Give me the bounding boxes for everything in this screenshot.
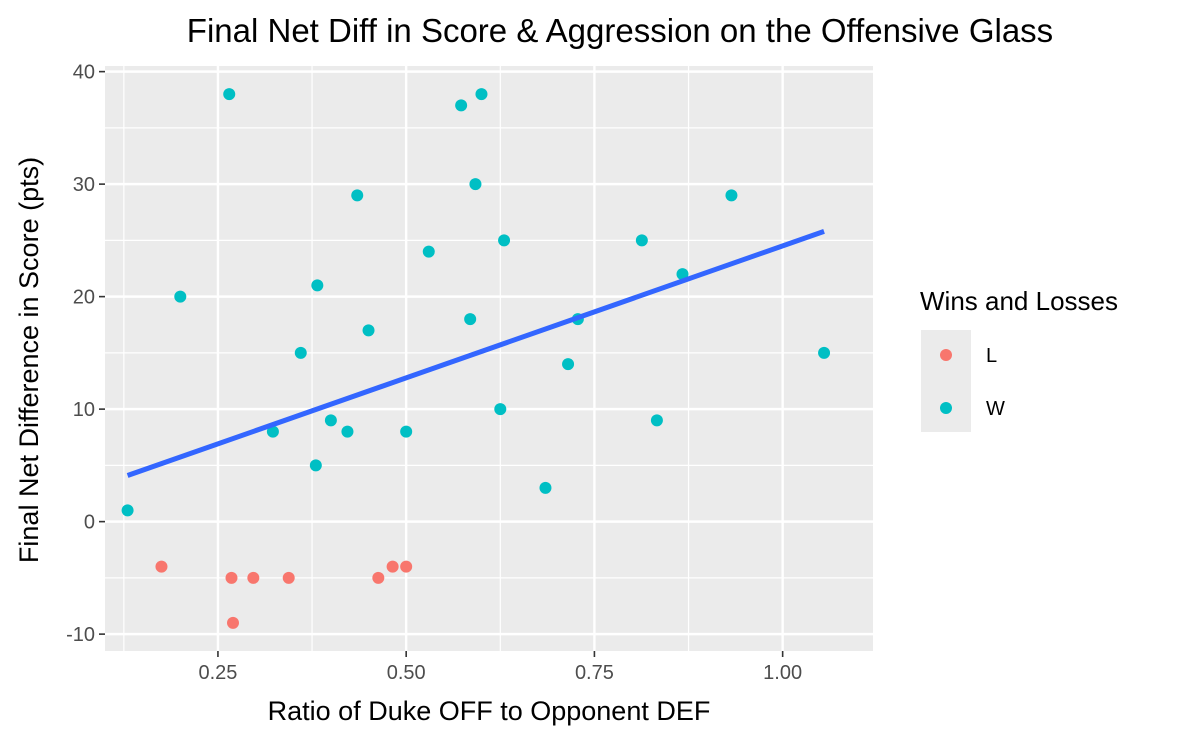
x-axis-title: Ratio of Duke OFF to Opponent DEF (268, 696, 711, 726)
legend-key-l (940, 349, 952, 361)
data-point-w (676, 268, 689, 281)
major-gridlines (105, 66, 873, 651)
data-point-w (422, 245, 435, 258)
data-point-w (309, 459, 322, 472)
x-tick-label: 0.75 (575, 662, 614, 684)
x-tick-label: 0.50 (387, 662, 426, 684)
data-point-w (400, 425, 413, 438)
legend-entries: LW (940, 345, 1005, 420)
data-point-w (498, 234, 511, 247)
data-point-w (635, 234, 648, 247)
data-point-w (223, 88, 236, 101)
y-tick-label: 40 (73, 62, 95, 84)
data-point-w (351, 189, 364, 202)
data-point-l (155, 560, 168, 573)
data-point-w (562, 358, 575, 371)
y-axis-title: Final Net Difference in Score (pts) (14, 157, 44, 563)
data-point-l (386, 560, 399, 573)
y-tick-label: 10 (73, 399, 95, 421)
data-point-l (400, 560, 413, 573)
legend-key-w (940, 402, 952, 414)
data-point-w (725, 189, 738, 202)
data-point-w (121, 504, 134, 517)
data-point-w (362, 324, 375, 337)
data-point-l (372, 571, 385, 584)
data-point-w (341, 425, 354, 438)
legend-label-l: L (986, 345, 997, 367)
data-point-w (818, 346, 831, 359)
axis-tick-labels: 0.25 0.50 0.75 1.00 -10 0 10 20 30 40 (66, 62, 802, 684)
axis-ticks (99, 70, 784, 657)
data-point-w (469, 178, 482, 191)
legend: Wins and Losses LW (920, 286, 1118, 432)
y-tick-label: 0 (84, 512, 95, 534)
data-point-w (311, 279, 324, 292)
data-point-w (650, 414, 663, 427)
data-point-w (266, 425, 279, 438)
y-tick-label: -10 (66, 624, 95, 646)
legend-label-w: W (986, 398, 1005, 420)
data-point-w (174, 290, 187, 303)
legend-title: Wins and Losses (920, 286, 1118, 316)
data-point-w (539, 481, 552, 494)
chart-title: Final Net Diff in Score & Aggression on … (187, 12, 1053, 49)
x-tick-label: 0.25 (198, 662, 237, 684)
data-point-l (227, 616, 239, 629)
legend-key-background (921, 330, 971, 432)
data-point-w (455, 99, 468, 112)
plot-panel (105, 66, 873, 651)
data-point-l (282, 571, 295, 584)
y-tick-label: 20 (73, 287, 95, 309)
data-points (121, 88, 831, 629)
data-point-w (464, 313, 477, 326)
data-point-w (475, 88, 488, 101)
data-point-l (225, 571, 238, 584)
trend-line (126, 229, 825, 478)
data-point-w (494, 403, 507, 416)
data-point-w (324, 414, 337, 427)
data-point-w (294, 346, 307, 359)
y-tick-label: 30 (73, 174, 95, 196)
data-point-l (247, 571, 260, 584)
x-tick-label: 1.00 (763, 662, 802, 684)
